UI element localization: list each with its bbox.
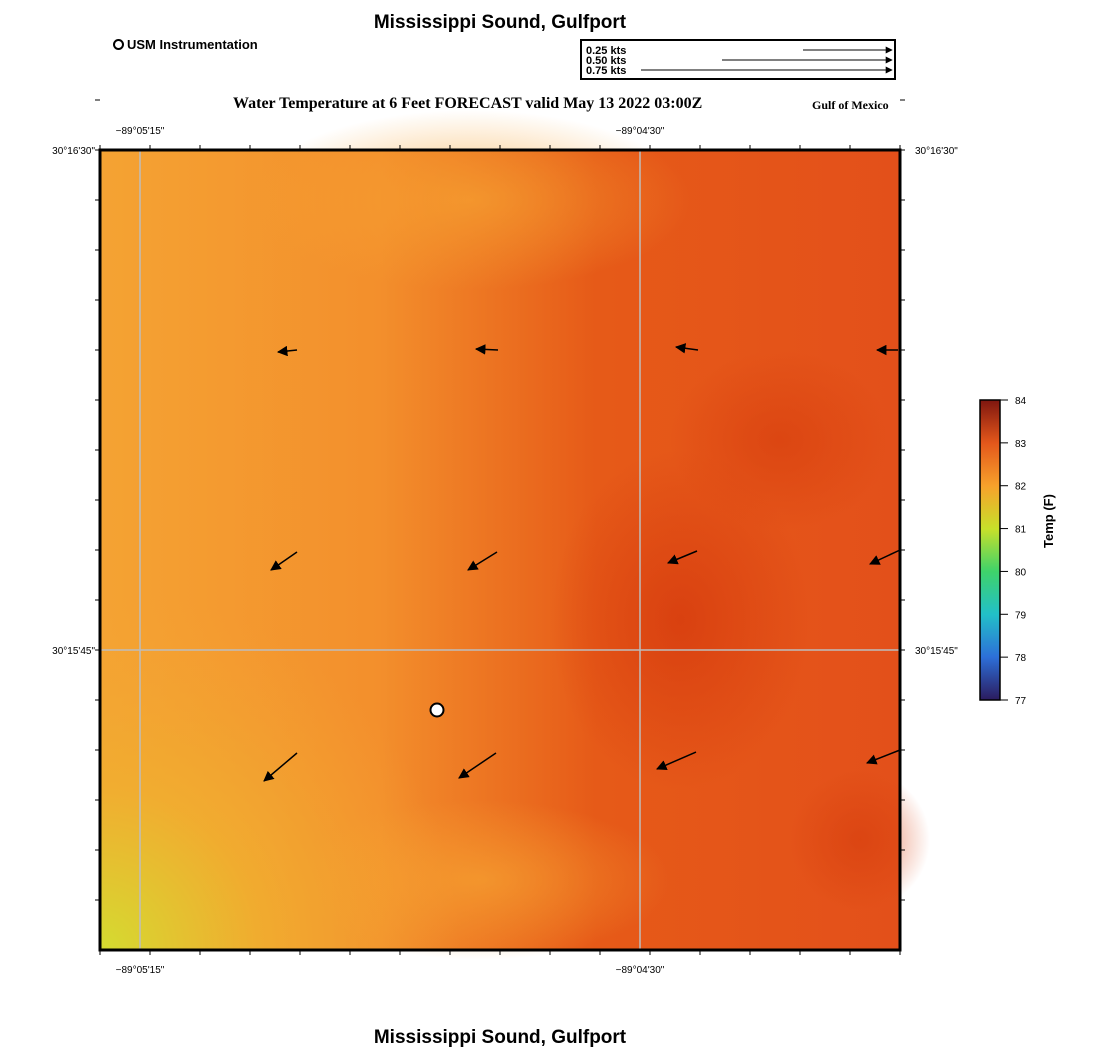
current-arrow-icon — [263, 752, 298, 782]
map-footer-title: Mississippi Sound, Gulfport — [373, 1027, 627, 1048]
lon-label-top-1: −89°05'15" — [116, 126, 165, 137]
station-marker-icon[interactable] — [429, 702, 445, 718]
region-label: Gulf of Mexico — [812, 98, 889, 112]
current-arrow-icon — [270, 551, 298, 571]
lat-label-left-1: 30°16'30" — [52, 146, 95, 157]
lon-label-bottom-1: −89°05'15" — [116, 965, 165, 976]
colorbar-tick-label: 84 — [1015, 396, 1027, 407]
current-arrow-icon — [276, 345, 298, 357]
current-arrow-icon — [674, 343, 699, 354]
current-arrow-icon — [458, 752, 497, 779]
colorbar-tick-label: 78 — [1015, 653, 1027, 664]
colorbar-tick-label: 80 — [1015, 567, 1027, 578]
colorbar-tick-label: 81 — [1015, 525, 1027, 536]
map-title: Mississippi Sound, Gulfport — [373, 12, 627, 33]
lon-label-bottom-2: −89°04'30" — [616, 965, 665, 976]
graticule — [100, 150, 900, 950]
colorbar-tick-label: 82 — [1015, 482, 1027, 493]
colorbar-tick-label: 77 — [1015, 696, 1027, 707]
colorbar-tick-label: 83 — [1015, 439, 1027, 450]
vector-scale-label-1: 0.25 kts — [586, 45, 626, 57]
station-legend: USM Instrumentation — [113, 37, 258, 52]
colorbar: 84 83 82 81 80 79 78 77 — [979, 396, 1027, 707]
current-vectors — [263, 343, 901, 782]
station-marker-icon — [113, 39, 124, 50]
lat-label-left-2: 30°15'45" — [52, 646, 95, 657]
current-arrow-icon — [656, 751, 697, 771]
current-arrow-icon — [667, 550, 698, 565]
current-arrow-icon — [467, 551, 498, 571]
lon-label-top-2: −89°04'30" — [616, 126, 665, 137]
temperature-field — [100, 110, 930, 960]
colorbar-title: Temp (F) — [1041, 494, 1056, 548]
forecast-title: Water Temperature at 6 Feet FORECAST val… — [233, 95, 703, 112]
vector-scale-label-2: 0.50 kts — [586, 55, 626, 67]
vector-scale-legend: 0.25 kts 0.50 kts 0.75 kts — [580, 39, 896, 80]
colorbar-tick-label: 79 — [1015, 610, 1027, 621]
current-arrow-icon — [474, 344, 499, 355]
station-legend-label: USM Instrumentation — [127, 37, 258, 52]
lat-label-right-2: 30°15'45" — [915, 646, 958, 657]
colorbar-scale — [979, 399, 1001, 701]
current-arrow-icon — [866, 749, 901, 765]
current-arrow-icon — [869, 549, 901, 565]
vector-scale-label-3: 0.75 kts — [586, 65, 626, 77]
lat-label-right-1: 30°16'30" — [915, 146, 958, 157]
